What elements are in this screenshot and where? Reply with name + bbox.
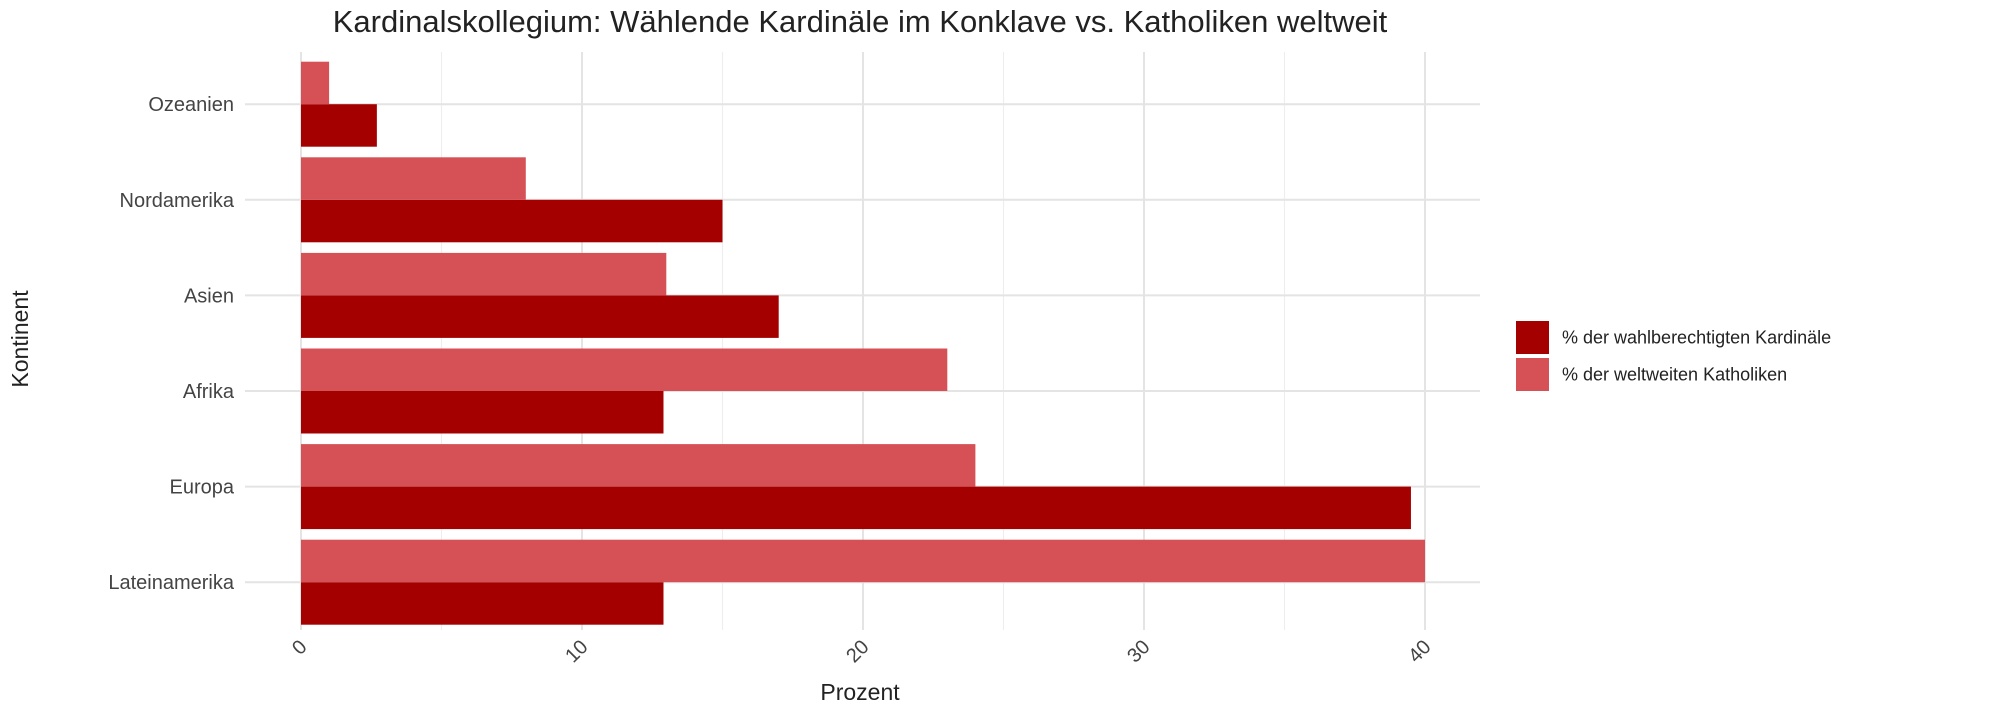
y-tick-label: Ozeanien xyxy=(148,94,234,116)
bar-kardinaele-3 xyxy=(301,295,779,338)
legend-key-0 xyxy=(1516,321,1549,354)
legend-label-0: % der wahlberechtigten Kardinäle xyxy=(1562,328,1831,348)
bar-kardinaele-5 xyxy=(301,104,377,147)
bar-katholiken-2 xyxy=(301,348,948,391)
bar-kardinaele-4 xyxy=(301,199,723,243)
y-axis-title: Kontinent xyxy=(7,290,33,388)
bar-katholiken-5 xyxy=(301,61,330,105)
bar-katholiken-1 xyxy=(301,444,976,487)
x-axis-title: Prozent xyxy=(820,679,900,705)
chart-title: Kardinalskollegium: Wählende Kardinäle i… xyxy=(333,4,1388,39)
legend: % der wahlberechtigten Kardinäle % der we… xyxy=(1516,321,1831,391)
x-tick-label: 0 xyxy=(288,636,311,659)
bars-layer xyxy=(301,61,1425,625)
bar-kardinaele-2 xyxy=(301,391,664,434)
y-tick-label: Nordamerika xyxy=(120,190,235,212)
bar-katholiken-3 xyxy=(301,252,667,296)
x-tick-label: 40 xyxy=(1404,636,1435,667)
y-tick-label: Afrika xyxy=(183,381,235,403)
x-tick-label: 20 xyxy=(842,636,873,667)
legend-key-1 xyxy=(1516,358,1549,391)
legend-label-1: % der weltweiten Katholiken xyxy=(1562,365,1787,385)
bar-katholiken-4 xyxy=(301,157,526,200)
y-tick-label: Europa xyxy=(170,477,235,499)
bar-katholiken-0 xyxy=(301,539,1425,583)
x-tick-label: 10 xyxy=(561,636,592,667)
x-tick-label: 30 xyxy=(1123,636,1154,667)
bar-kardinaele-1 xyxy=(301,486,1411,530)
y-tick-label: Asien xyxy=(184,285,234,307)
bar-kardinaele-0 xyxy=(301,582,664,625)
y-tick-label: Lateinamerika xyxy=(108,572,235,594)
